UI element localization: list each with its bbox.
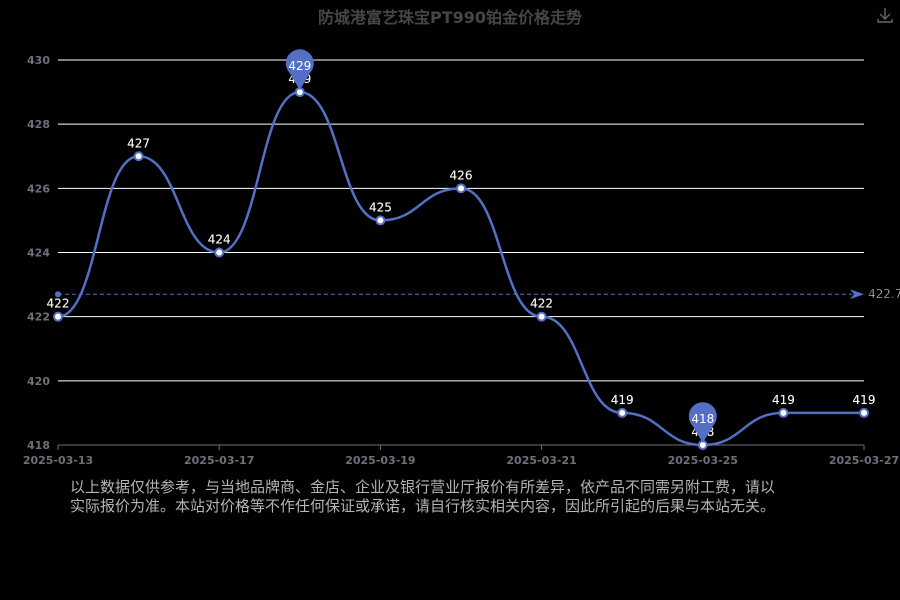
data-label: 424 (208, 233, 231, 247)
min-pin-label: 418 (691, 412, 714, 426)
data-label: 426 (450, 168, 473, 182)
y-tick-label: 430 (27, 54, 50, 67)
data-label: 419 (611, 393, 634, 407)
average-label: 422.7 (868, 287, 900, 301)
min-pin (688, 402, 717, 443)
disclaimer-line-2: 实际报价为准。本站对价格等不作任何保证或承诺，请自行核实相关内容，因此所引起的后… (70, 497, 776, 515)
average-start-dot (55, 291, 61, 298)
y-tick-label: 418 (27, 439, 50, 452)
x-tick-label: 2025-03-21 (506, 454, 576, 467)
chart-title: 防城港富艺珠宝PT990铂金价格走势 (317, 8, 583, 27)
data-point[interactable] (133, 151, 144, 162)
x-tick-label: 2025-03-25 (668, 454, 738, 467)
download-icon[interactable] (876, 6, 894, 24)
data-point[interactable] (859, 407, 869, 418)
x-tick-label: 2025-03-19 (345, 454, 415, 467)
x-tick-label: 2025-03-27 (829, 454, 899, 467)
data-point[interactable] (778, 407, 789, 418)
x-tick-label: 2025-03-13 (23, 454, 93, 467)
data-point[interactable] (456, 183, 466, 194)
data-label: 425 (369, 200, 392, 214)
data-point[interactable] (536, 311, 547, 322)
data-point[interactable] (214, 247, 225, 258)
data-label: 422 (47, 297, 70, 311)
max-pin (285, 49, 314, 91)
y-tick-label: 424 (27, 247, 50, 260)
data-label: 419 (853, 393, 876, 407)
y-tick-label: 426 (27, 182, 50, 195)
max-pin-label: 429 (288, 59, 311, 73)
disclaimer-text: 以上数据仅供参考，与当地品牌商、金店、企业及银行营业厅报价有所差异，依产品不同需… (70, 478, 850, 516)
line-chart: 418 420 422 424 426 428 430 2025-03-13 2025-03-1… (23, 49, 900, 467)
data-label: 427 (127, 136, 150, 150)
y-tick-label: 428 (27, 118, 50, 131)
y-tick-label: 422 (27, 311, 50, 324)
data-label: 422 (530, 297, 553, 311)
data-point[interactable] (375, 215, 386, 226)
disclaimer-line-1: 以上数据仅供参考，与当地品牌商、金店、企业及银行营业厅报价有所差异，依产品不同需… (70, 478, 776, 496)
x-tick-label: 2025-03-17 (184, 454, 254, 467)
data-label: 419 (772, 393, 795, 407)
average-arrow-icon (850, 289, 864, 300)
data-point[interactable] (617, 407, 628, 418)
y-tick-label: 420 (27, 375, 50, 388)
price-line (57, 90, 864, 447)
data-point[interactable] (53, 311, 63, 322)
